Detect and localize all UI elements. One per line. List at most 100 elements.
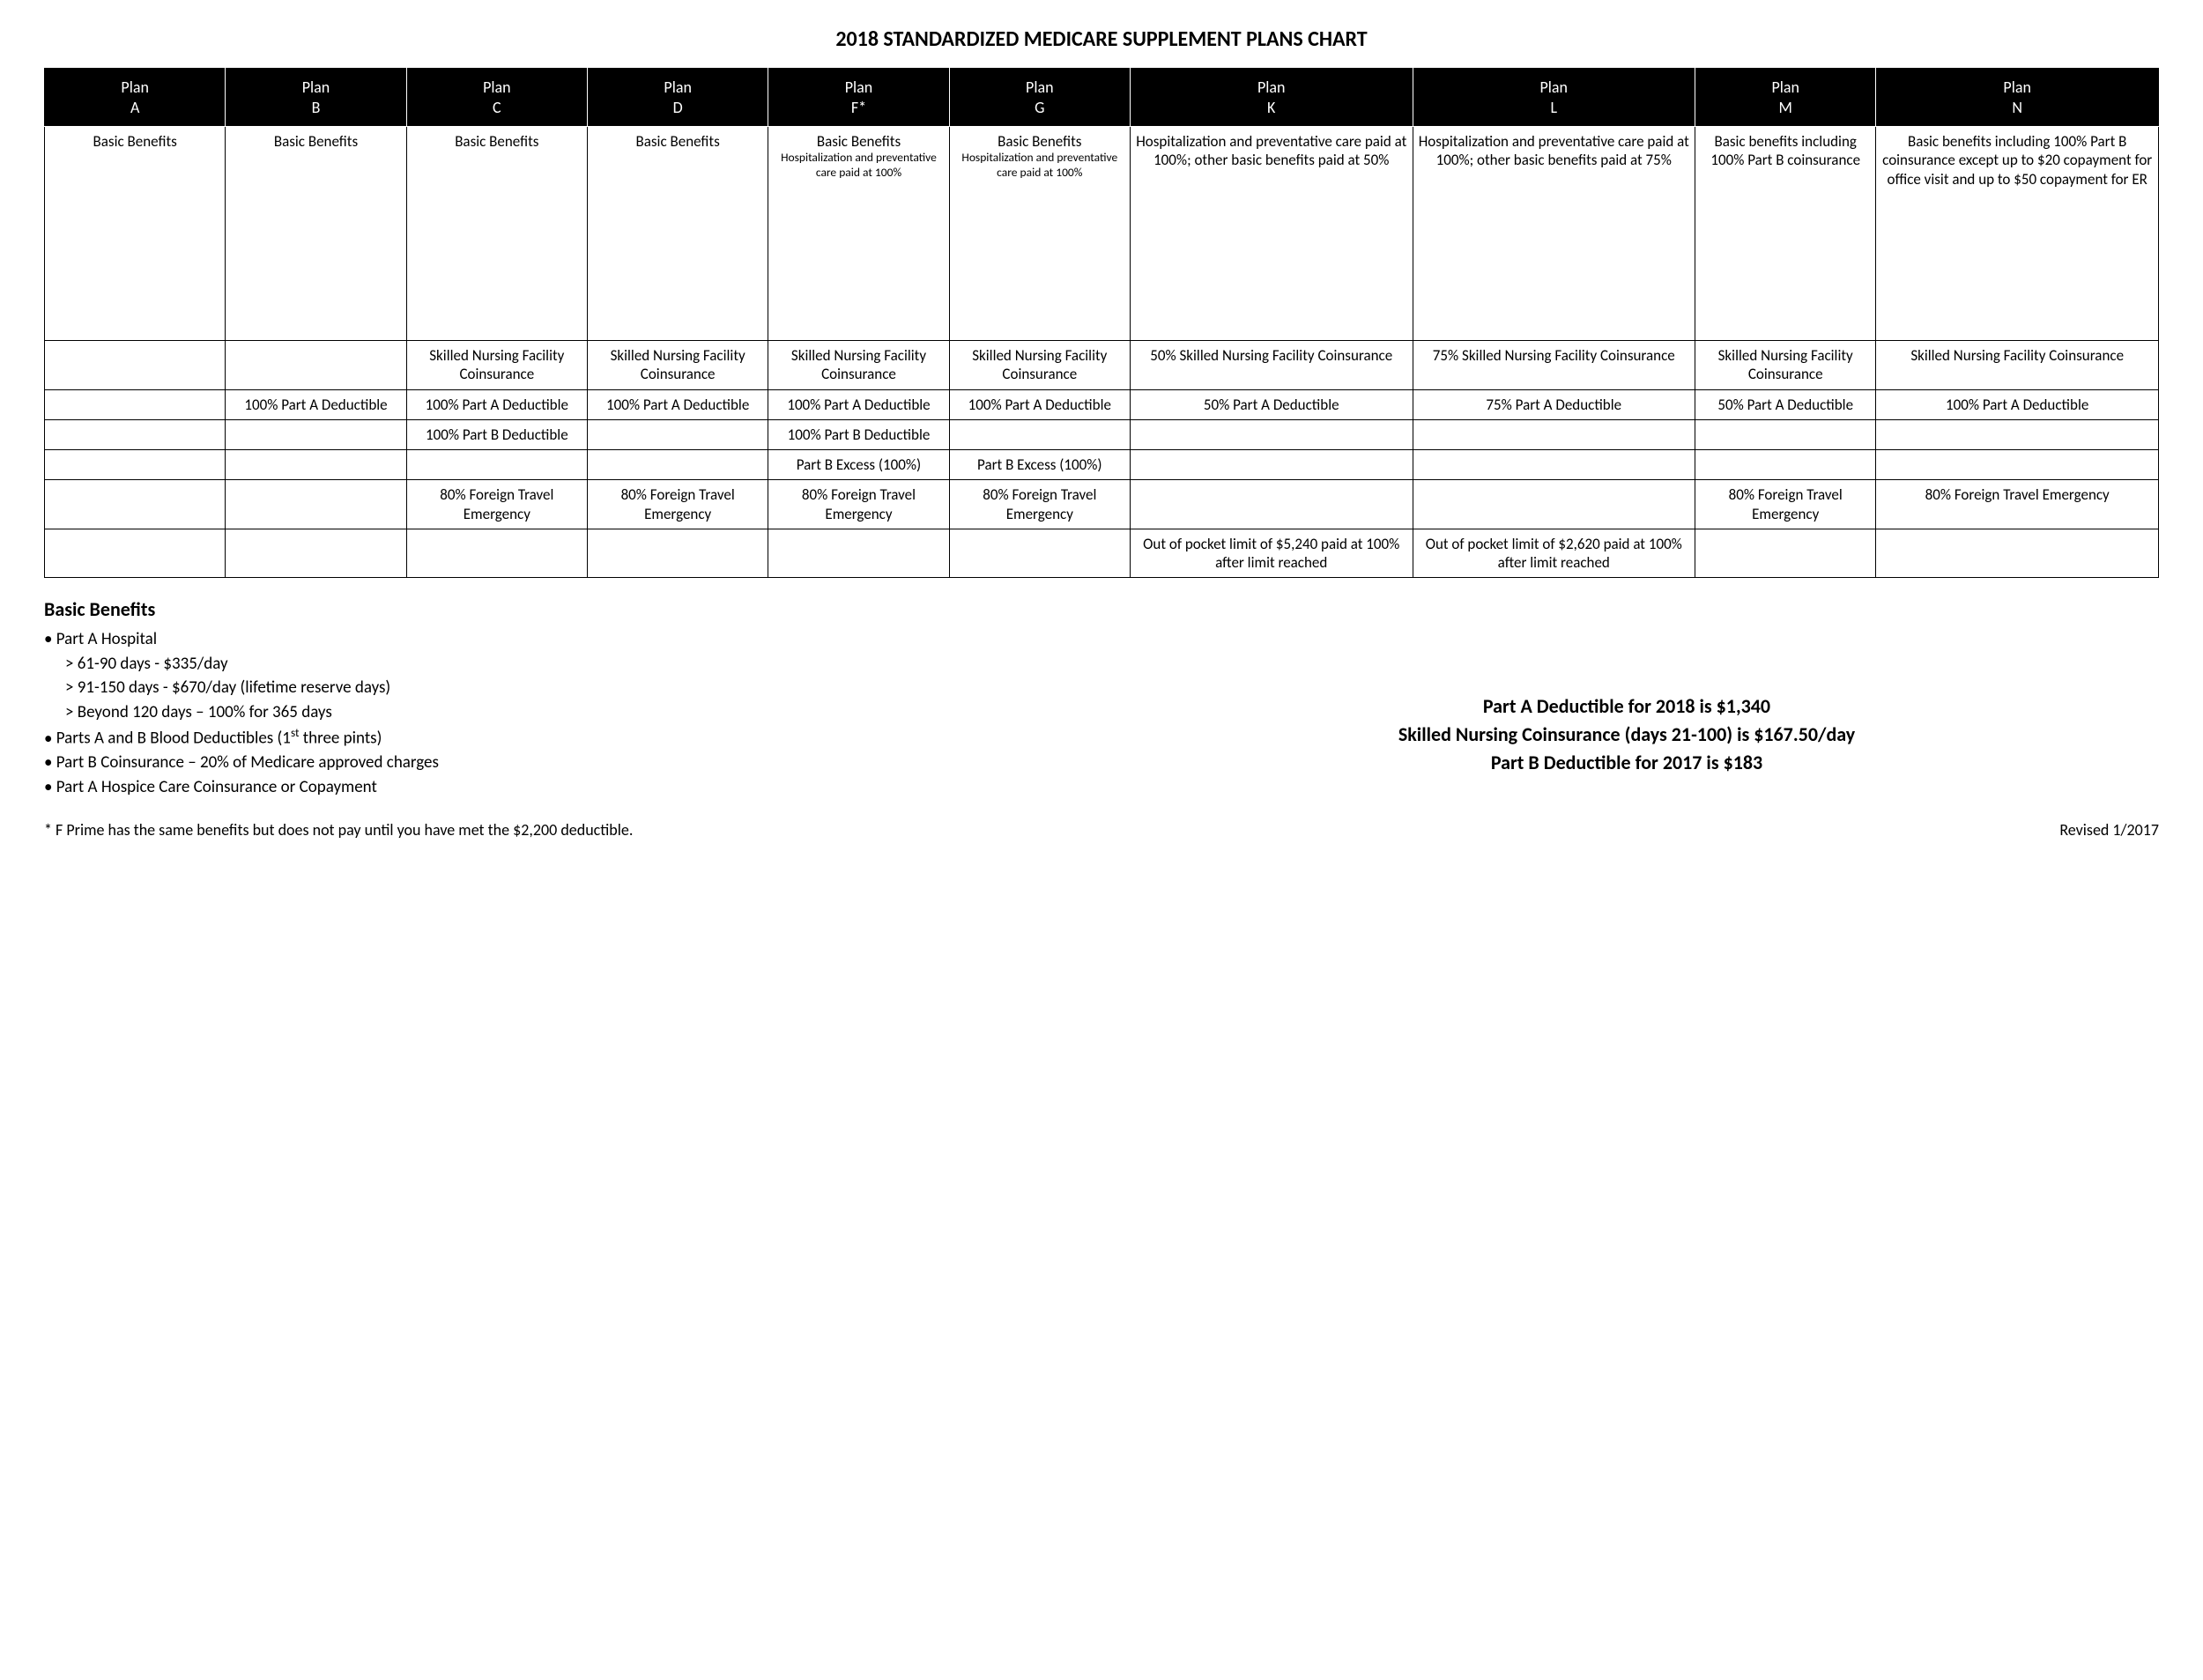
deductible-line: Skilled Nursing Coinsurance (days 21-100… (1094, 721, 2159, 749)
table-cell: Part B Excess (100%) (949, 450, 1130, 480)
empty-cell (768, 529, 949, 578)
basic-benefits-item: 91-150 days - $670/day (lifetime reserve… (44, 676, 1059, 700)
table-cell (949, 419, 1130, 449)
deductible-line: Part A Deductible for 2018 is $1,340 (1094, 692, 2159, 721)
column-header: PlanC (406, 69, 587, 127)
column-header: PlanM (1695, 69, 1876, 127)
table-row: Skilled Nursing Facility CoinsuranceSkil… (45, 341, 2159, 390)
table-cell (1413, 419, 1695, 449)
table-header-row: PlanAPlanBPlanCPlanDPlanF*PlanGPlanKPlan… (45, 69, 2159, 127)
empty-cell (45, 529, 226, 578)
table-row: Part B Excess (100%)Part B Excess (100%) (45, 450, 2159, 480)
table-row: Basic BenefitsBasic BenefitsBasic Benefi… (45, 127, 2159, 341)
table-cell: 75% Skilled Nursing Facility Coinsurance (1413, 341, 1695, 390)
table-cell (1130, 419, 1413, 449)
table-cell (45, 480, 226, 529)
table-cell: 100% Part B Deductible (768, 419, 949, 449)
table-cell (1695, 419, 1876, 449)
table-cell: Hospitalization and preventative care pa… (1413, 127, 1695, 341)
table-cell: Skilled Nursing Facility Coinsurance (768, 341, 949, 390)
deductible-info: Part A Deductible for 2018 is $1,340Skil… (1094, 587, 2159, 777)
table-cell: 100% Part A Deductible (406, 389, 587, 419)
column-header: PlanN (1876, 69, 2159, 127)
table-cell (1130, 450, 1413, 480)
basic-benefits-item: Parts A and B Blood Deductibles (1st thr… (44, 724, 1059, 751)
basic-benefits-item: Part A Hospital (44, 627, 1059, 652)
empty-cell (949, 529, 1130, 578)
empty-cell (226, 529, 406, 578)
column-header: PlanK (1130, 69, 1413, 127)
table-cell: 100% Part A Deductible (768, 389, 949, 419)
table-cell (226, 341, 406, 390)
table-cell: Basic Benefits (406, 127, 587, 341)
table-cell (45, 450, 226, 480)
footnote: * F Prime has the same benefits but does… (44, 820, 633, 840)
table-cell (1695, 450, 1876, 480)
oop-cell-k: Out of pocket limit of $5,240 paid at 10… (1130, 529, 1413, 578)
table-cell: Skilled Nursing Facility Coinsurance (949, 341, 1130, 390)
table-cell: Basic BenefitsHospitalization and preven… (768, 127, 949, 341)
empty-cell (1695, 529, 1876, 578)
table-cell: 100% Part A Deductible (226, 389, 406, 419)
table-cell: 100% Part A Deductible (587, 389, 768, 419)
table-cell: Skilled Nursing Facility Coinsurance (406, 341, 587, 390)
table-cell: 80% Foreign Travel Emergency (406, 480, 587, 529)
table-cell: 80% Foreign Travel Emergency (949, 480, 1130, 529)
table-cell (45, 389, 226, 419)
oop-cell-l: Out of pocket limit of $2,620 paid at 10… (1413, 529, 1695, 578)
table-cell: 75% Part A Deductible (1413, 389, 1695, 419)
column-header: PlanF* (768, 69, 949, 127)
basic-benefits-item: 61-90 days - $335/day (44, 652, 1059, 677)
revised-date: Revised 1/2017 (2059, 820, 2159, 840)
table-cell: 80% Foreign Travel Emergency (587, 480, 768, 529)
basic-benefits-item: Beyond 120 days – 100% for 365 days (44, 700, 1059, 725)
table-cell (406, 450, 587, 480)
table-cell (1130, 480, 1413, 529)
table-cell: Basic Benefits (45, 127, 226, 341)
table-cell: Hospitalization and preventative care pa… (1130, 127, 1413, 341)
table-cell: 50% Part A Deductible (1130, 389, 1413, 419)
empty-cell (587, 529, 768, 578)
table-cell: Skilled Nursing Facility Coinsurance (1695, 341, 1876, 390)
basic-benefits-item: Part B Coinsurance – 20% of Medicare app… (44, 751, 1059, 775)
table-cell: 100% Part A Deductible (1876, 389, 2159, 419)
table-cell: 100% Part B Deductible (406, 419, 587, 449)
out-of-pocket-row: Out of pocket limit of $5,240 paid at 10… (45, 529, 2159, 578)
table-cell: 50% Skilled Nursing Facility Coinsurance (1130, 341, 1413, 390)
table-cell: 100% Part A Deductible (949, 389, 1130, 419)
table-cell: Basic Benefits (226, 127, 406, 341)
table-cell (45, 419, 226, 449)
column-header: PlanL (1413, 69, 1695, 127)
table-cell (226, 450, 406, 480)
deductible-line: Part B Deductible for 2017 is $183 (1094, 749, 2159, 777)
table-cell (587, 450, 768, 480)
table-cell (587, 419, 768, 449)
basic-benefits-heading: Basic Benefits (44, 596, 1059, 624)
table-cell (1413, 480, 1695, 529)
column-header: PlanA (45, 69, 226, 127)
table-cell: Part B Excess (100%) (768, 450, 949, 480)
table-cell: Basic benefits including 100% Part B coi… (1876, 127, 2159, 341)
table-cell (226, 480, 406, 529)
plans-table: PlanAPlanBPlanCPlanDPlanF*PlanGPlanKPlan… (44, 68, 2159, 578)
table-cell: Basic Benefits (587, 127, 768, 341)
empty-cell (1876, 529, 2159, 578)
table-row: 100% Part A Deductible100% Part A Deduct… (45, 389, 2159, 419)
table-cell (1413, 450, 1695, 480)
table-cell (45, 341, 226, 390)
basic-benefits-section: Basic Benefits Part A Hospital61-90 days… (44, 587, 1059, 799)
basic-benefits-item: Part A Hospice Care Coinsurance or Copay… (44, 775, 1059, 800)
table-cell (1876, 450, 2159, 480)
table-cell: Skilled Nursing Facility Coinsurance (587, 341, 768, 390)
column-header: PlanD (587, 69, 768, 127)
column-header: PlanG (949, 69, 1130, 127)
table-cell: 80% Foreign Travel Emergency (1695, 480, 1876, 529)
table-cell: 80% Foreign Travel Emergency (768, 480, 949, 529)
column-header: PlanB (226, 69, 406, 127)
table-cell (1876, 419, 2159, 449)
table-row: 80% Foreign Travel Emergency80% Foreign … (45, 480, 2159, 529)
table-cell (226, 419, 406, 449)
table-cell: 80% Foreign Travel Emergency (1876, 480, 2159, 529)
table-cell: Basic BenefitsHospitalization and preven… (949, 127, 1130, 341)
table-cell: 50% Part A Deductible (1695, 389, 1876, 419)
